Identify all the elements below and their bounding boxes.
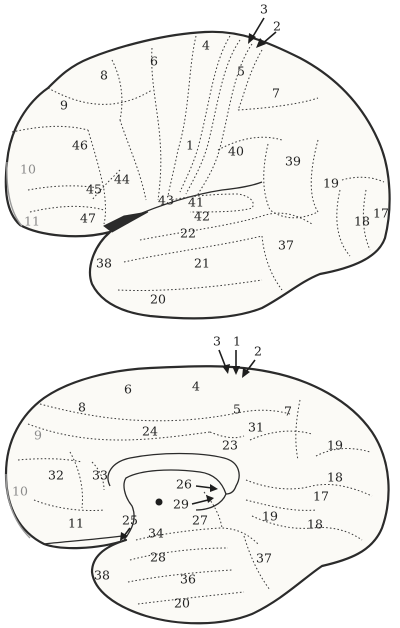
lateral-boundaries	[11, 35, 385, 292]
lateral-area-6: 6	[150, 54, 158, 69]
medial-area-25: 25	[122, 513, 138, 528]
medial-arrow-26	[195, 484, 218, 492]
lateral-area-3: 3	[260, 2, 268, 17]
medial-area-18b: 18	[307, 517, 323, 532]
medial-area-6: 6	[124, 382, 132, 397]
lateral-area-10: 10	[20, 162, 36, 177]
medial-area-27: 27	[192, 513, 208, 528]
medial-olfactory	[43, 535, 123, 545]
medial-frontal-edge	[5, 473, 31, 539]
lateral-area-41: 41	[188, 195, 204, 210]
medial-arrow-29	[191, 495, 214, 505]
medial-arrow-25	[120, 527, 131, 541]
lateral-area-7: 7	[272, 86, 280, 101]
lateral-area-47: 47	[80, 211, 96, 226]
medial-area-9: 9	[34, 428, 42, 443]
lateral-area-44: 44	[114, 172, 130, 187]
medial-area-32: 32	[48, 468, 64, 483]
medial-outline	[4, 365, 390, 625]
medial-area-20: 20	[174, 596, 190, 611]
lateral-area-5: 5	[237, 64, 245, 79]
anterior-commissure-dot	[155, 498, 163, 506]
lateral-area-8: 8	[100, 68, 108, 83]
medial-area-38: 38	[94, 568, 110, 583]
medial-area-19: 19	[327, 438, 343, 453]
lateral-area-46: 46	[72, 138, 88, 153]
medial-area-3: 3	[213, 334, 221, 349]
medial-area-28: 28	[150, 550, 166, 565]
medial-area-10: 10	[12, 484, 28, 499]
medial-area-37: 37	[256, 551, 272, 566]
medial-area-36: 36	[180, 572, 196, 587]
lateral-area-39: 39	[285, 154, 301, 169]
medial-area-23: 23	[222, 438, 238, 453]
callosum-inner	[195, 493, 227, 511]
medial-area-24: 24	[142, 424, 158, 439]
medial-area-26: 26	[176, 477, 192, 492]
medial-area-33: 33	[92, 468, 108, 483]
medial-arrow-2	[242, 359, 256, 378]
medial-area-19b: 19	[262, 509, 278, 524]
lateral-area-40: 40	[228, 144, 244, 159]
lateral-arrow-3	[248, 17, 265, 44]
lateral-area-37: 37	[278, 238, 294, 253]
medial-area-34: 34	[148, 526, 164, 541]
medial-area-7: 7	[284, 404, 292, 419]
lateral-area-22: 22	[180, 226, 196, 241]
lateral-area-4: 4	[202, 38, 210, 53]
lateral-area-45: 45	[86, 182, 102, 197]
lateral-outline	[4, 30, 391, 320]
lateral-area-19: 19	[323, 176, 339, 191]
lateral-area-42: 42	[194, 209, 210, 224]
sylvian-line	[129, 181, 263, 219]
medial-area-2: 2	[254, 344, 262, 359]
medial-arrow-1	[232, 350, 240, 375]
lateral-area-18: 18	[354, 214, 370, 229]
medial-area-4: 4	[192, 379, 200, 394]
medial-hemisphere: 3 1 2 6 4 8 5 7 9 24 31 23 19 33 32 18 2…	[4, 334, 390, 625]
lateral-area-43: 43	[158, 193, 174, 208]
medial-area-8: 8	[78, 400, 86, 415]
corpus-callosum	[107, 452, 240, 541]
lateral-frontal-pole-edge	[6, 161, 23, 227]
lateral-area-17: 17	[373, 206, 389, 221]
sylvian-fissure	[103, 211, 149, 233]
medial-area-18: 18	[327, 470, 343, 485]
lateral-area-21: 21	[194, 256, 210, 271]
medial-area-5: 5	[233, 402, 241, 417]
medial-area-29: 29	[173, 497, 189, 512]
lateral-area-38: 38	[96, 256, 112, 271]
medial-area-31: 31	[248, 420, 264, 435]
medial-area-17: 17	[313, 489, 329, 504]
medial-area-11: 11	[68, 516, 84, 531]
lateral-area-1: 1	[186, 138, 194, 153]
lateral-area-20: 20	[150, 292, 166, 307]
lateral-arrow-2	[256, 31, 277, 48]
medial-boundaries	[17, 399, 373, 605]
medial-area-1: 1	[233, 334, 241, 349]
medial-arrow-3	[218, 349, 230, 374]
lateral-area-11: 11	[24, 214, 40, 229]
lateral-area-9: 9	[60, 98, 68, 113]
lateral-area-2: 2	[273, 19, 281, 34]
lateral-hemisphere: 3 2 4 6 5 8 7 9 46 1 40 39 10 44 19 45 4…	[4, 2, 391, 320]
